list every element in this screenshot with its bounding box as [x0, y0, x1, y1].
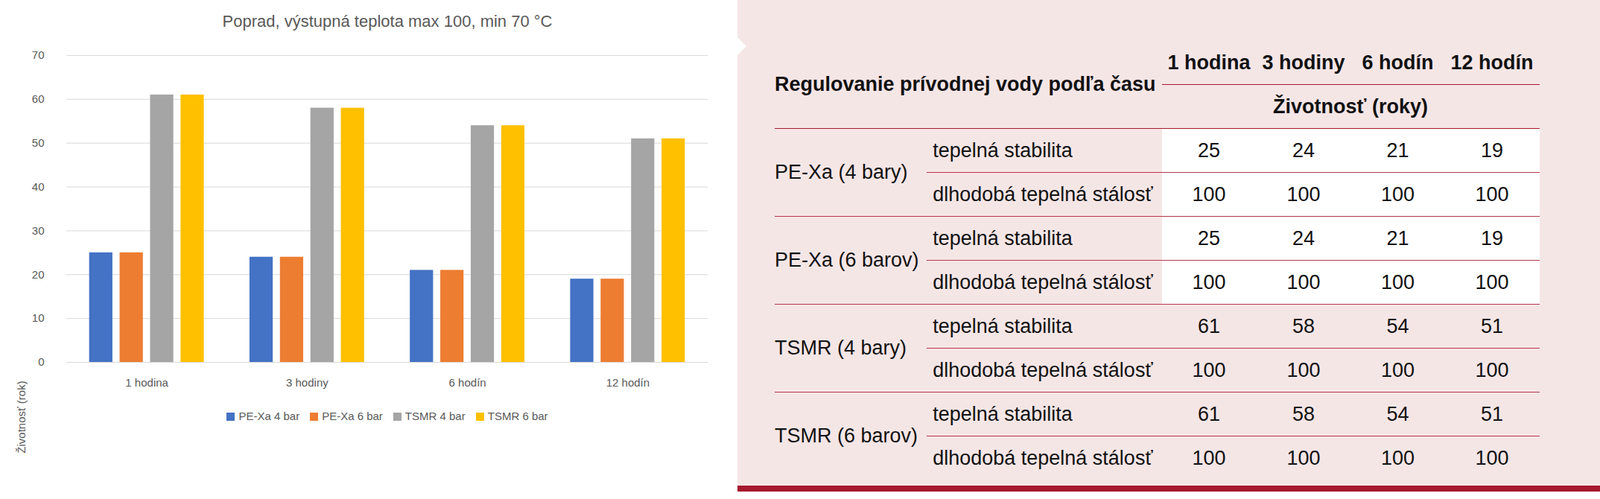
html-text:tepelná stabilita: tepelná stabilita	[932, 226, 1073, 250]
html-text:24: 24	[1292, 226, 1315, 250]
html-text:PE-Xa (4 bary): PE-Xa (4 bary)	[774, 160, 908, 184]
html-text:100: 100	[1192, 182, 1226, 206]
html-text:19: 19	[1480, 226, 1504, 250]
svg-text:60: 60	[32, 92, 45, 106]
html-text:100: 100	[1286, 270, 1321, 294]
html-text:100: 100	[1475, 182, 1509, 206]
html-text:TSMR 6 bar: TSMR 6 bar	[487, 409, 548, 423]
html-text:TSMR (4 bary): TSMR (4 bary)	[774, 336, 907, 360]
html-text:PE-Xa 6 bar: PE-Xa 6 bar	[321, 409, 383, 423]
svg-text:30: 30	[32, 224, 45, 237]
html-text:61: 61	[1197, 314, 1221, 338]
html-text:51: 51	[1480, 314, 1504, 338]
html-text:21: 21	[1386, 138, 1410, 162]
html-text:25: 25	[1197, 226, 1221, 250]
svg-text:6 hodín: 6 hodín	[449, 376, 487, 389]
html-text:100: 100	[1286, 358, 1321, 382]
html-text:PE-Xa (6 barov): PE-Xa (6 barov)	[774, 248, 919, 272]
html-text:100: 100	[1381, 182, 1415, 206]
html-text:51: 51	[1480, 402, 1504, 425]
html-text:tepelná stabilita: tepelná stabilita	[932, 314, 1073, 338]
html-text:100: 100	[1286, 182, 1321, 206]
html-text:54: 54	[1386, 314, 1410, 338]
html-text:tepelná stabilita: tepelná stabilita	[932, 402, 1073, 425]
html-text:100: 100	[1381, 446, 1415, 469]
html-text:Regulovanie prívodnej vody pod: Regulovanie prívodnej vody podľa času	[774, 72, 1156, 96]
html-text:61: 61	[1197, 402, 1221, 425]
html-text:dlhodobá tepelná stálosť: dlhodobá tepelná stálosť	[932, 182, 1153, 206]
svg-text:0: 0	[37, 355, 44, 368]
html-text:21: 21	[1386, 226, 1410, 250]
html-text:24: 24	[1292, 138, 1315, 162]
html-text:12 hodín: 12 hodín	[1450, 51, 1534, 74]
html-text:6 hodín: 6 hodín	[1362, 51, 1434, 74]
html-text:tepelná stabilita: tepelná stabilita	[932, 138, 1073, 162]
html-text:3 hodiny: 3 hodiny	[1262, 51, 1345, 74]
html-text:100: 100	[1192, 358, 1226, 382]
html-text:100: 100	[1381, 270, 1415, 294]
svg-text:20: 20	[32, 268, 45, 281]
html-text:58: 58	[1292, 402, 1315, 425]
html-text:54: 54	[1386, 402, 1410, 425]
svg-text:50: 50	[32, 136, 45, 149]
html-text:100: 100	[1475, 358, 1509, 382]
html-text:TSMR (6 barov): TSMR (6 barov)	[774, 424, 918, 447]
html-text:Životnosť (rok): Životnosť (rok)	[14, 380, 28, 454]
html-text:19: 19	[1480, 138, 1504, 162]
html-text:100: 100	[1192, 446, 1226, 469]
html-text:100: 100	[1192, 270, 1226, 294]
html-text:dlhodobá tepelná stálosť: dlhodobá tepelná stálosť	[932, 446, 1153, 469]
html-text:100: 100	[1381, 358, 1415, 382]
svg-text:40: 40	[32, 180, 45, 193]
html-text:Životnosť (roky): Životnosť (roky)	[1273, 94, 1428, 118]
html-text:100: 100	[1286, 446, 1321, 469]
html-text:100: 100	[1475, 270, 1509, 294]
html-text:58: 58	[1292, 314, 1315, 338]
html-text:1 hodina: 1 hodina	[1167, 51, 1251, 74]
html-text:dlhodobá tepelná stálosť: dlhodobá tepelná stálosť	[932, 270, 1153, 294]
html-text:dlhodobá tepelná stálosť: dlhodobá tepelná stálosť	[932, 358, 1153, 382]
html-text:25: 25	[1197, 138, 1221, 162]
html-text:PE-Xa 4 bar: PE-Xa 4 bar	[238, 409, 300, 423]
svg-text:70: 70	[32, 48, 45, 62]
html-text:Poprad, výstupná teplota max 1: Poprad, výstupná teplota max 100, min 70…	[222, 11, 553, 31]
svg-text:3 hodiny: 3 hodiny	[286, 376, 329, 389]
html-text:100: 100	[1475, 446, 1509, 469]
svg-text:10: 10	[32, 311, 45, 325]
svg-text:12 hodín: 12 hodín	[606, 376, 650, 389]
html-text:TSMR 4 bar: TSMR 4 bar	[405, 409, 466, 423]
svg-text:1 hodina: 1 hodina	[125, 376, 169, 389]
